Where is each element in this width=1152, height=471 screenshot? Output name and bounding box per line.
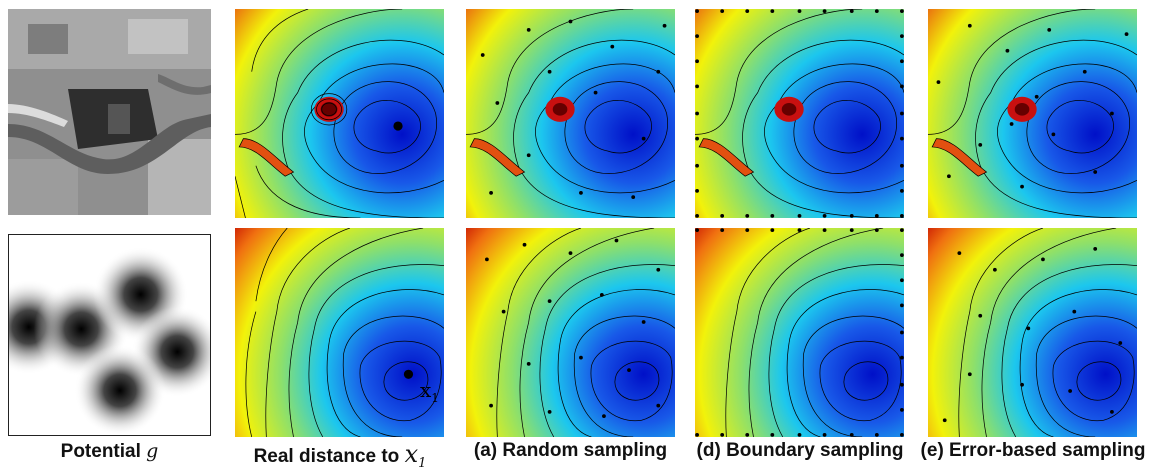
caption-error-sampling: (e) Error-based sampling: [920, 440, 1146, 461]
caption-real-distance: Real distance to x1: [225, 440, 455, 471]
caption-random-sampling: (a) Random sampling: [473, 440, 668, 461]
map-top-random: [466, 9, 675, 218]
point-label-symbol: x: [420, 378, 432, 402]
caption-potential-text: Potential: [60, 441, 141, 462]
point-label-x1: x1: [420, 378, 439, 405]
map-bottom-random: [466, 228, 675, 437]
map-bottom-error: [928, 228, 1137, 437]
caption-real-symbol: x: [404, 440, 419, 468]
caption-potential-symbol: g: [146, 440, 159, 462]
map-top-real: [235, 9, 444, 218]
gaussian-potential-image: [8, 234, 211, 436]
caption-real-sub: 1: [418, 455, 427, 471]
point-label-sub: 1: [431, 391, 439, 405]
map-bottom-real: [235, 228, 444, 437]
map-bottom-boundary: [695, 228, 904, 437]
map-top-boundary: [695, 9, 904, 218]
caption-real-text: Real distance to: [253, 446, 400, 467]
map-top-error: [928, 9, 1137, 218]
satellite-potential-image: [8, 9, 211, 215]
caption-potential: Potential g: [8, 440, 211, 466]
caption-boundary-sampling: (d) Boundary sampling: [696, 440, 904, 461]
